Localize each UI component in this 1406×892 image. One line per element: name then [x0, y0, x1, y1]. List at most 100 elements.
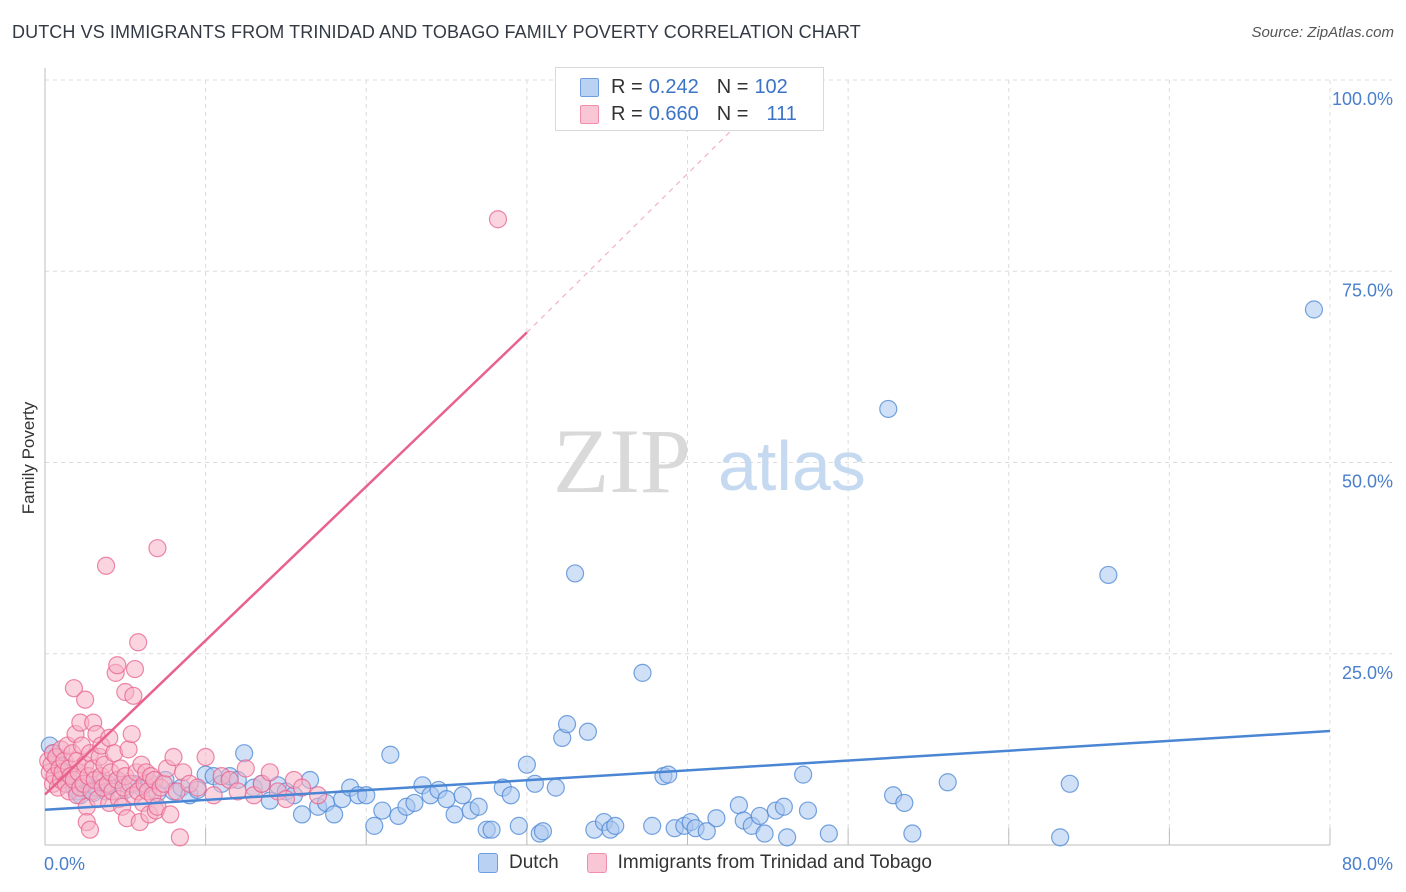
point-trinidad: [64, 679, 84, 698]
point-dutch: [445, 805, 464, 824]
point-dutch: [938, 773, 957, 792]
point-dutch: [1099, 565, 1118, 585]
point-dutch: [633, 663, 652, 682]
point-dutch: [643, 816, 662, 835]
bottom-legend-swatch-dutch: [478, 853, 498, 873]
point-trinidad: [96, 556, 116, 575]
bottom-legend-label-dutch: Dutch: [509, 852, 559, 873]
legend-r-value-dutch: 0.242: [648, 75, 699, 98]
point-trinidad: [204, 786, 223, 805]
y-tick-label: 50.0%: [1342, 472, 1393, 492]
bottom-legend: Dutch Immigrants from Trinidad and Tobag…: [478, 852, 960, 874]
point-dutch: [774, 797, 793, 816]
legend-n-label: N =: [716, 75, 749, 98]
point-dutch: [482, 820, 501, 839]
point-dutch: [750, 806, 769, 826]
point-trinidad: [108, 656, 127, 675]
point-dutch: [292, 805, 312, 824]
point-dutch: [525, 774, 545, 793]
point-dutch: [895, 793, 914, 813]
point-trinidad: [292, 778, 312, 797]
point-dutch: [1060, 774, 1079, 793]
point-dutch: [509, 816, 528, 835]
bottom-legend-swatch-trinidad: [586, 853, 607, 873]
point-dutch: [729, 796, 749, 815]
watermark-atlas: atlas: [718, 427, 866, 505]
legend: R = 0.242 N = 102 R = 0.660 N = 111: [555, 67, 824, 131]
legend-r-value-trinidad: 0.660: [648, 102, 699, 125]
point-trinidad: [196, 747, 215, 767]
legend-n-value-trinidad: 111: [766, 102, 797, 125]
point-dutch: [879, 399, 898, 419]
point-trinidad: [170, 828, 190, 847]
point-dutch: [501, 786, 520, 805]
trend-lines: [44, 117, 1331, 812]
point-dutch: [565, 564, 585, 583]
point-dutch: [325, 805, 344, 824]
point-dutch: [819, 824, 838, 843]
point-dutch: [533, 822, 553, 841]
point-dutch: [606, 816, 625, 835]
legend-row-dutch: R = 0.242 N = 102: [580, 74, 788, 100]
point-dutch: [546, 778, 565, 797]
point-dutch: [1051, 828, 1070, 847]
point-dutch: [437, 789, 456, 809]
point-trinidad: [488, 210, 508, 229]
point-dutch: [755, 824, 774, 843]
point-trinidad: [80, 820, 100, 839]
x-tick-label-min: 0.0%: [44, 854, 85, 874]
x-tick-label-max: 80.0%: [1342, 854, 1393, 874]
legend-swatch-trinidad: [580, 104, 599, 124]
axis-labels: 100.0% 75.0% 50.0% 25.0% 0.0% 80.0%: [44, 89, 1393, 874]
y-tick-label: 75.0%: [1342, 280, 1393, 300]
point-dutch: [381, 745, 400, 764]
trend-line-trinidad: [44, 331, 528, 796]
point-dutch: [794, 765, 813, 784]
point-trinidad: [276, 789, 296, 809]
source-label: Source: ZipAtlas.com: [1251, 24, 1394, 41]
point-dutch: [365, 816, 384, 835]
point-dutch: [453, 786, 472, 805]
point-trinidad: [129, 633, 148, 652]
point-dutch: [798, 801, 818, 820]
point-dutch: [659, 765, 678, 784]
legend-r-label: R =: [611, 102, 643, 125]
point-trinidad: [122, 724, 141, 744]
trend-line-trinidad-extension: [526, 117, 745, 333]
point-trinidad: [76, 690, 95, 709]
point-dutch: [777, 828, 797, 847]
point-trinidad: [308, 786, 328, 805]
y-axis-label: Family Poverty: [19, 401, 38, 514]
point-dutch: [469, 797, 488, 816]
point-dutch: [373, 801, 392, 820]
point-dutch: [1304, 300, 1324, 319]
point-dutch: [517, 755, 536, 774]
chart-title: DUTCH VS IMMIGRANTS FROM TRINIDAD AND TO…: [12, 22, 861, 42]
point-trinidad: [188, 778, 207, 797]
bottom-legend-item-trinidad: Immigrants from Trinidad and Tobago: [586, 852, 933, 874]
bottom-legend-label-trinidad: Immigrants from Trinidad and Tobago: [617, 852, 933, 873]
legend-n-value-dutch: 102: [754, 75, 788, 98]
y-tick-label: 100.0%: [1332, 89, 1393, 109]
y-tick-label: 25.0%: [1342, 663, 1393, 683]
point-dutch: [697, 822, 716, 841]
point-trinidad: [119, 740, 138, 759]
data-points: [39, 210, 1324, 847]
legend-swatch-dutch: [580, 77, 599, 97]
point-trinidad: [148, 539, 167, 558]
trend-line-dutch: [44, 729, 1331, 812]
point-dutch: [707, 809, 726, 828]
legend-n-label: N =: [716, 102, 749, 125]
point-trinidad: [236, 759, 255, 778]
bottom-legend-item-dutch: Dutch: [478, 852, 559, 874]
point-dutch: [578, 722, 598, 741]
point-dutch: [903, 824, 922, 843]
point-dutch: [557, 715, 577, 734]
legend-r-label: R =: [611, 75, 643, 98]
watermark-zip: ZIP: [553, 410, 691, 512]
point-trinidad: [164, 747, 183, 767]
legend-row-trinidad: R = 0.660 N = 111: [580, 101, 797, 127]
point-trinidad: [124, 686, 143, 705]
point-dutch: [405, 793, 424, 813]
